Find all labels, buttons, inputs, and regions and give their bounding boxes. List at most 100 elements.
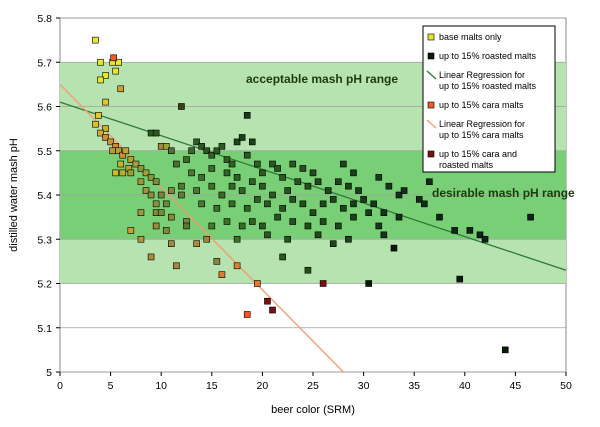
data-point	[115, 58, 122, 66]
data-point	[223, 218, 231, 225]
data-point	[137, 178, 145, 186]
band-labels: acceptable mash pH range desirable mash …	[246, 72, 575, 200]
data-point	[329, 196, 337, 203]
data-point	[380, 231, 388, 239]
x-tick-label: 0	[57, 380, 63, 392]
data-point	[198, 143, 205, 150]
data-point	[137, 165, 145, 172]
data-point	[501, 346, 509, 354]
data-point	[142, 187, 150, 194]
data-point	[122, 147, 130, 155]
data-point	[466, 227, 474, 234]
data-point	[193, 240, 200, 247]
data-point	[208, 151, 216, 159]
data-point	[142, 169, 150, 177]
data-point	[233, 174, 241, 181]
data-point	[97, 58, 104, 66]
data-point	[97, 129, 104, 137]
data-point	[183, 156, 190, 163]
data-point	[137, 209, 145, 216]
data-point	[132, 160, 140, 168]
x-tick-label: 15	[206, 380, 218, 392]
data-point	[102, 72, 109, 79]
data-point	[188, 169, 195, 177]
x-axis-label: beer color (SRM)	[271, 404, 355, 416]
data-point	[152, 178, 160, 186]
x-tick-label: 10	[155, 380, 167, 392]
data-point	[299, 200, 307, 208]
data-point	[193, 187, 200, 194]
y-tick-label: 5.6	[37, 102, 52, 114]
data-point	[400, 187, 408, 194]
data-point	[238, 134, 246, 141]
data-point	[137, 235, 145, 243]
y-tick-label: 5.8	[37, 13, 52, 25]
data-point	[203, 235, 211, 243]
y-tick-label: 5.5	[37, 146, 52, 158]
data-point	[173, 160, 180, 168]
data-points	[92, 36, 534, 354]
data-point	[259, 169, 266, 177]
data-point	[395, 213, 403, 221]
data-point	[360, 196, 367, 203]
y-tick-label: 5.2	[37, 279, 52, 291]
data-point	[385, 182, 393, 190]
data-point	[208, 165, 216, 172]
data-point	[426, 178, 433, 186]
band-label-desirable: desirable mash pH range	[432, 186, 575, 200]
data-point	[264, 297, 271, 305]
data-point	[345, 182, 352, 190]
data-point	[319, 200, 327, 208]
data-point	[110, 54, 117, 62]
data-point	[147, 191, 155, 199]
legend-box	[422, 25, 556, 173]
data-point	[284, 235, 292, 243]
data-point	[198, 200, 205, 208]
data-point	[218, 191, 226, 199]
data-point	[157, 191, 165, 199]
data-point	[243, 204, 251, 212]
x-tick-label: 5	[108, 380, 114, 392]
data-point	[254, 196, 261, 203]
data-point	[284, 187, 292, 194]
data-point	[415, 196, 423, 203]
data-point	[365, 209, 372, 216]
data-point	[481, 235, 489, 243]
data-point	[380, 209, 388, 216]
data-point	[527, 213, 534, 221]
data-point	[228, 200, 236, 208]
data-point	[456, 275, 464, 283]
regression-line-1	[59, 83, 344, 373]
data-point	[324, 187, 332, 194]
data-point	[421, 200, 428, 208]
data-point	[259, 222, 266, 230]
data-point	[228, 160, 236, 168]
legend-label: Linear Regression for up to 15% cara malt…	[439, 119, 525, 140]
data-point	[269, 160, 276, 168]
data-point	[319, 280, 327, 287]
data-point	[264, 200, 271, 208]
data-point	[243, 151, 251, 159]
data-point	[451, 227, 458, 234]
data-point	[102, 125, 109, 132]
data-point	[162, 143, 170, 150]
x-tick-label: 35	[408, 380, 420, 392]
data-point	[309, 209, 317, 216]
regression-line-0	[59, 101, 567, 271]
data-point	[218, 271, 226, 278]
data-point	[390, 244, 398, 252]
y-axis-ticks: 5 5.1 5.2 5.3 5.4 5.5 5.6 5.7 5.8	[37, 13, 60, 379]
data-point	[178, 182, 185, 190]
data-point	[152, 200, 160, 208]
legend-label: up to 15% roasted malts	[439, 51, 537, 61]
data-point	[350, 200, 357, 208]
data-point	[269, 191, 276, 199]
data-point	[183, 222, 190, 230]
data-point	[314, 231, 322, 239]
x-tick-label: 40	[459, 380, 471, 392]
data-point	[476, 231, 484, 239]
data-point	[365, 280, 372, 287]
data-point	[299, 165, 307, 172]
data-point	[152, 222, 160, 230]
